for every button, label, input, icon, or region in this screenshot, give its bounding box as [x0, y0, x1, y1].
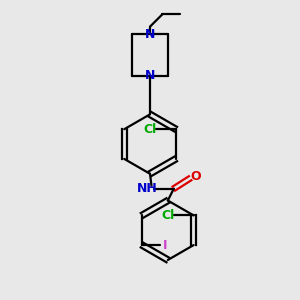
Text: N: N [145, 69, 155, 82]
Text: Cl: Cl [143, 123, 157, 136]
Text: O: O [191, 170, 201, 183]
Text: N: N [145, 28, 155, 40]
Text: I: I [163, 238, 167, 252]
Text: NH: NH [137, 182, 158, 195]
Text: Cl: Cl [161, 209, 174, 222]
